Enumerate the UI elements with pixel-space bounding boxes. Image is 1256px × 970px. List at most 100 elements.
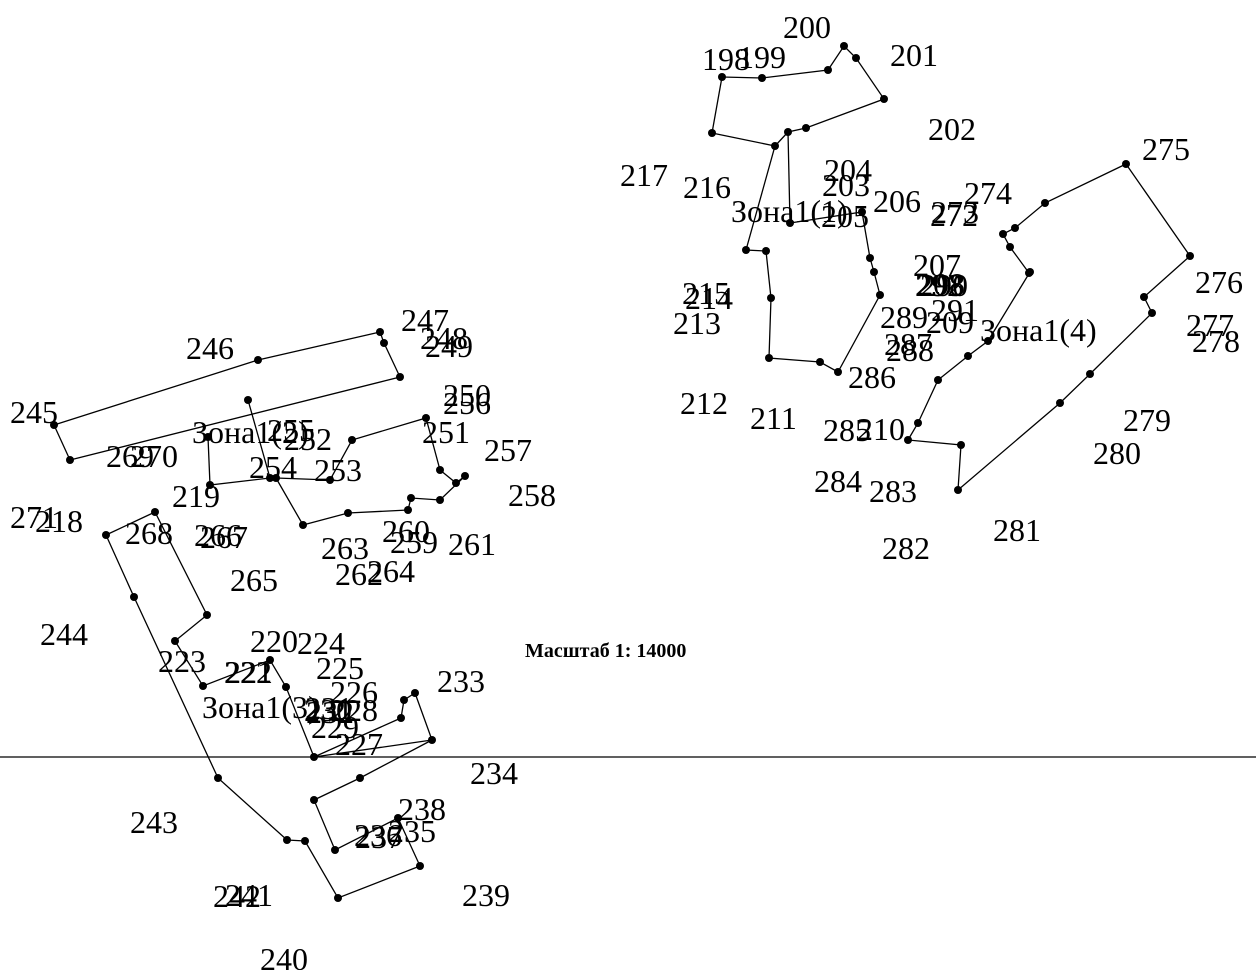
point-label-284: 284 bbox=[814, 463, 862, 499]
point-label-243: 243 bbox=[130, 804, 178, 840]
point-label-216: 216 bbox=[683, 169, 731, 205]
point-label-242: 242 bbox=[213, 878, 261, 914]
vertex-dot bbox=[206, 481, 214, 489]
point-label-274: 274 bbox=[964, 175, 1012, 211]
vertex-dot bbox=[742, 246, 750, 254]
vertex-dot bbox=[904, 436, 912, 444]
point-label-200: 200 bbox=[783, 9, 831, 45]
vertex-dot bbox=[310, 796, 318, 804]
vertex-dot bbox=[1011, 224, 1019, 232]
vertex-dot bbox=[50, 421, 58, 429]
point-label-233: 233 bbox=[437, 663, 485, 699]
point-label-277: 277 bbox=[1186, 307, 1234, 343]
vertex-dot bbox=[914, 419, 922, 427]
point-label-207: 207 bbox=[913, 247, 961, 283]
point-label-265: 265 bbox=[230, 562, 278, 598]
vertex-dot bbox=[840, 42, 848, 50]
point-label-231: 231 bbox=[305, 690, 353, 726]
point-label-206: 206 bbox=[873, 183, 921, 219]
vertex-dot bbox=[1122, 160, 1130, 168]
point-label-292: 292 bbox=[915, 267, 963, 303]
vertex-dot bbox=[852, 54, 860, 62]
vertex-dot bbox=[272, 474, 280, 482]
vertex-dot bbox=[816, 358, 824, 366]
point-label-244: 244 bbox=[40, 616, 88, 652]
boundary-line bbox=[1002, 163, 1127, 274]
point-label-223: 223 bbox=[158, 643, 206, 679]
point-label-251: 251 bbox=[422, 414, 470, 450]
vertex-dot bbox=[204, 433, 212, 441]
point-label-234: 234 bbox=[470, 755, 518, 791]
vertex-dot bbox=[718, 73, 726, 81]
point-label-208: 208 bbox=[917, 266, 965, 302]
scale-label: Масштаб 1: 14000 bbox=[525, 640, 686, 662]
vertex-dot bbox=[964, 352, 972, 360]
point-label-225: 225 bbox=[316, 650, 364, 686]
point-label-257: 257 bbox=[484, 432, 532, 468]
point-label-286: 286 bbox=[848, 359, 896, 395]
point-label-240: 240 bbox=[260, 941, 308, 970]
vertex-dot bbox=[870, 268, 878, 276]
vertex-dot bbox=[436, 496, 444, 504]
vertex-dot bbox=[348, 436, 356, 444]
point-label-226: 226 bbox=[330, 674, 378, 710]
point-label-229: 229 bbox=[311, 709, 359, 745]
vertex-dot bbox=[282, 683, 290, 691]
boundary-line bbox=[270, 417, 466, 526]
point-label-279: 279 bbox=[1123, 402, 1171, 438]
point-label-254: 254 bbox=[249, 449, 297, 485]
vertex-dot bbox=[334, 894, 342, 902]
vertex-dot bbox=[326, 476, 334, 484]
vertex-dot bbox=[130, 593, 138, 601]
vertex-dot bbox=[203, 611, 211, 619]
point-label-260: 260 bbox=[382, 513, 430, 549]
vertex-dot bbox=[1006, 243, 1014, 251]
zone-label: Зона1(2) bbox=[192, 414, 309, 450]
point-label-205: 205 bbox=[821, 198, 869, 234]
vertex-dot bbox=[858, 208, 866, 216]
point-label-276: 276 bbox=[1195, 264, 1243, 300]
vertex-dot bbox=[376, 328, 384, 336]
point-label-230: 230 bbox=[304, 692, 352, 728]
vertex-dot bbox=[762, 247, 770, 255]
point-label-218: 218 bbox=[35, 503, 83, 539]
point-label-211: 211 bbox=[750, 400, 797, 436]
vertex-dot bbox=[999, 230, 1007, 238]
point-label-272: 272 bbox=[930, 197, 978, 233]
point-label-267: 267 bbox=[200, 519, 248, 555]
point-label-236: 236 bbox=[354, 817, 402, 853]
vertex-dot bbox=[397, 714, 405, 722]
vertex-dot bbox=[1025, 269, 1033, 277]
point-label-280: 280 bbox=[1093, 435, 1141, 471]
point-label-215: 215 bbox=[682, 275, 730, 311]
point-label-253: 253 bbox=[314, 452, 362, 488]
vertex-dot bbox=[436, 466, 444, 474]
point-label-290: 290 bbox=[920, 267, 968, 303]
point-label-245: 245 bbox=[10, 394, 58, 430]
vertex-dot bbox=[708, 129, 716, 137]
vertex-dot bbox=[199, 682, 207, 690]
point-label-250: 250 bbox=[443, 377, 491, 413]
point-label-201: 201 bbox=[890, 37, 938, 73]
vertex-dot bbox=[422, 414, 430, 422]
vertex-dot bbox=[407, 494, 415, 502]
point-label-293: 293 bbox=[916, 267, 964, 303]
vertex-dot bbox=[767, 294, 775, 302]
point-label-273: 273 bbox=[931, 194, 979, 230]
vertex-dot bbox=[400, 696, 408, 704]
point-label-266: 266 bbox=[194, 517, 242, 553]
vertex-dot bbox=[984, 337, 992, 345]
point-label-239: 239 bbox=[462, 877, 510, 913]
point-label-228: 228 bbox=[330, 692, 378, 728]
point-label-221: 221 bbox=[225, 654, 273, 690]
boundary-vertices bbox=[50, 42, 1194, 902]
point-label-198: 198 bbox=[702, 41, 750, 77]
vertex-dot bbox=[1056, 399, 1064, 407]
point-label-219: 219 bbox=[172, 478, 220, 514]
vertex-dot bbox=[461, 472, 469, 480]
point-label-235: 235 bbox=[388, 813, 436, 849]
vertex-dot bbox=[957, 441, 965, 449]
vertex-dot bbox=[784, 128, 792, 136]
